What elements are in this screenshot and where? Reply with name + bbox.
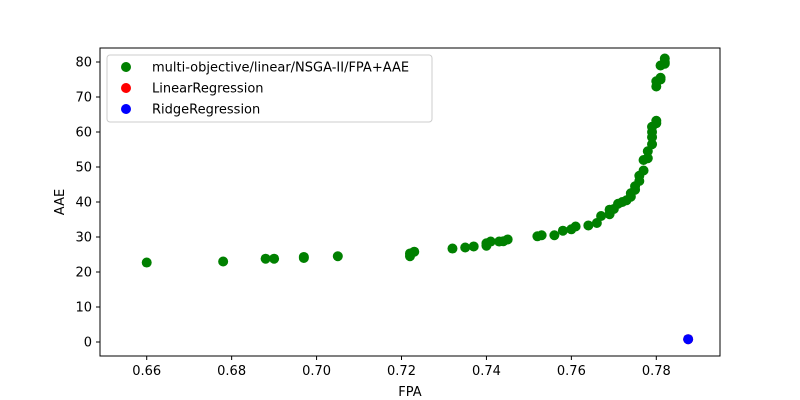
y-tick-label: 60 bbox=[75, 126, 92, 141]
x-tick-label: 0.66 bbox=[132, 364, 161, 379]
data-point-multi-objective-linear-nsga-ii-fpa-aae bbox=[651, 115, 662, 126]
data-point-multi-objective-linear-nsga-ii-fpa-aae bbox=[647, 139, 658, 150]
data-point-multi-objective-linear-nsga-ii-fpa-aae bbox=[570, 221, 581, 232]
data-point-multi-objective-linear-nsga-ii-fpa-aae bbox=[485, 236, 496, 247]
data-point-multi-objective-linear-nsga-ii-fpa-aae bbox=[655, 72, 666, 83]
data-point-multi-objective-linear-nsga-ii-fpa-aae bbox=[409, 246, 420, 257]
y-tick-label: 50 bbox=[75, 161, 92, 176]
legend-frame bbox=[106, 54, 433, 123]
data-point-multi-objective-linear-nsga-ii-fpa-aae bbox=[638, 165, 649, 176]
legend-label: RidgeRegression bbox=[152, 103, 260, 118]
y-tick-label: 80 bbox=[75, 56, 92, 71]
x-tick-label: 0.70 bbox=[302, 364, 331, 379]
data-point-multi-objective-linear-nsga-ii-fpa-aae bbox=[269, 253, 280, 264]
legend-marker bbox=[121, 62, 131, 72]
data-point-multi-objective-linear-nsga-ii-fpa-aae bbox=[502, 234, 513, 245]
y-tick-label: 10 bbox=[75, 301, 92, 316]
x-axis-label: FPA bbox=[398, 385, 421, 400]
x-tick-label: 0.68 bbox=[217, 364, 246, 379]
data-point-multi-objective-linear-nsga-ii-fpa-aae bbox=[298, 251, 309, 262]
data-point-multi-objective-linear-nsga-ii-fpa-aae bbox=[536, 230, 547, 241]
data-point-multi-objective-linear-nsga-ii-fpa-aae bbox=[468, 241, 479, 252]
x-tick-label: 0.74 bbox=[472, 364, 501, 379]
y-axis: 0 10 20 30 40 50 60 70 80 bbox=[75, 56, 100, 351]
legend-label: LinearRegression bbox=[152, 82, 264, 97]
data-point-multi-objective-linear-nsga-ii-fpa-aae bbox=[218, 256, 229, 267]
y-tick-label: 40 bbox=[75, 196, 92, 211]
data-point-multi-objective-linear-nsga-ii-fpa-aae bbox=[260, 253, 271, 264]
data-point-multi-objective-linear-nsga-ii-fpa-aae bbox=[447, 243, 458, 254]
y-tick-label: 70 bbox=[75, 91, 92, 106]
legend-label: multi-objective/linear/NSGA-II/FPA+AAE bbox=[152, 61, 409, 76]
data-point-ridgeregression bbox=[683, 334, 694, 345]
data-point-multi-objective-linear-nsga-ii-fpa-aae bbox=[332, 251, 343, 262]
legend-marker bbox=[121, 83, 131, 93]
y-axis-label: AAE bbox=[53, 189, 68, 215]
x-axis: 0.66 0.68 0.70 0.72 0.74 0.76 0.78 bbox=[132, 356, 671, 379]
legend: multi-objective/linear/NSGA-II/FPA+AAE Li… bbox=[106, 54, 433, 123]
y-tick-label: 20 bbox=[75, 266, 92, 281]
data-point-multi-objective-linear-nsga-ii-fpa-aae bbox=[583, 220, 594, 231]
data-point-multi-objective-linear-nsga-ii-fpa-aae bbox=[642, 153, 653, 164]
data-point-multi-objective-linear-nsga-ii-fpa-aae bbox=[557, 225, 568, 236]
x-tick-label: 0.78 bbox=[642, 364, 671, 379]
data-point-multi-objective-linear-nsga-ii-fpa-aae bbox=[596, 211, 607, 221]
x-tick-label: 0.72 bbox=[387, 364, 416, 379]
legend-marker bbox=[121, 104, 131, 114]
data-point-multi-objective-linear-nsga-ii-fpa-aae bbox=[141, 257, 152, 268]
data-point-multi-objective-linear-nsga-ii-fpa-aae bbox=[460, 242, 471, 253]
data-point-multi-objective-linear-nsga-ii-fpa-aae bbox=[659, 53, 670, 64]
y-tick-label: 0 bbox=[84, 336, 92, 351]
y-tick-label: 30 bbox=[75, 231, 92, 246]
plot-marks bbox=[141, 53, 694, 345]
x-tick-label: 0.76 bbox=[557, 364, 586, 379]
data-point-multi-objective-linear-nsga-ii-fpa-aae bbox=[549, 230, 560, 241]
